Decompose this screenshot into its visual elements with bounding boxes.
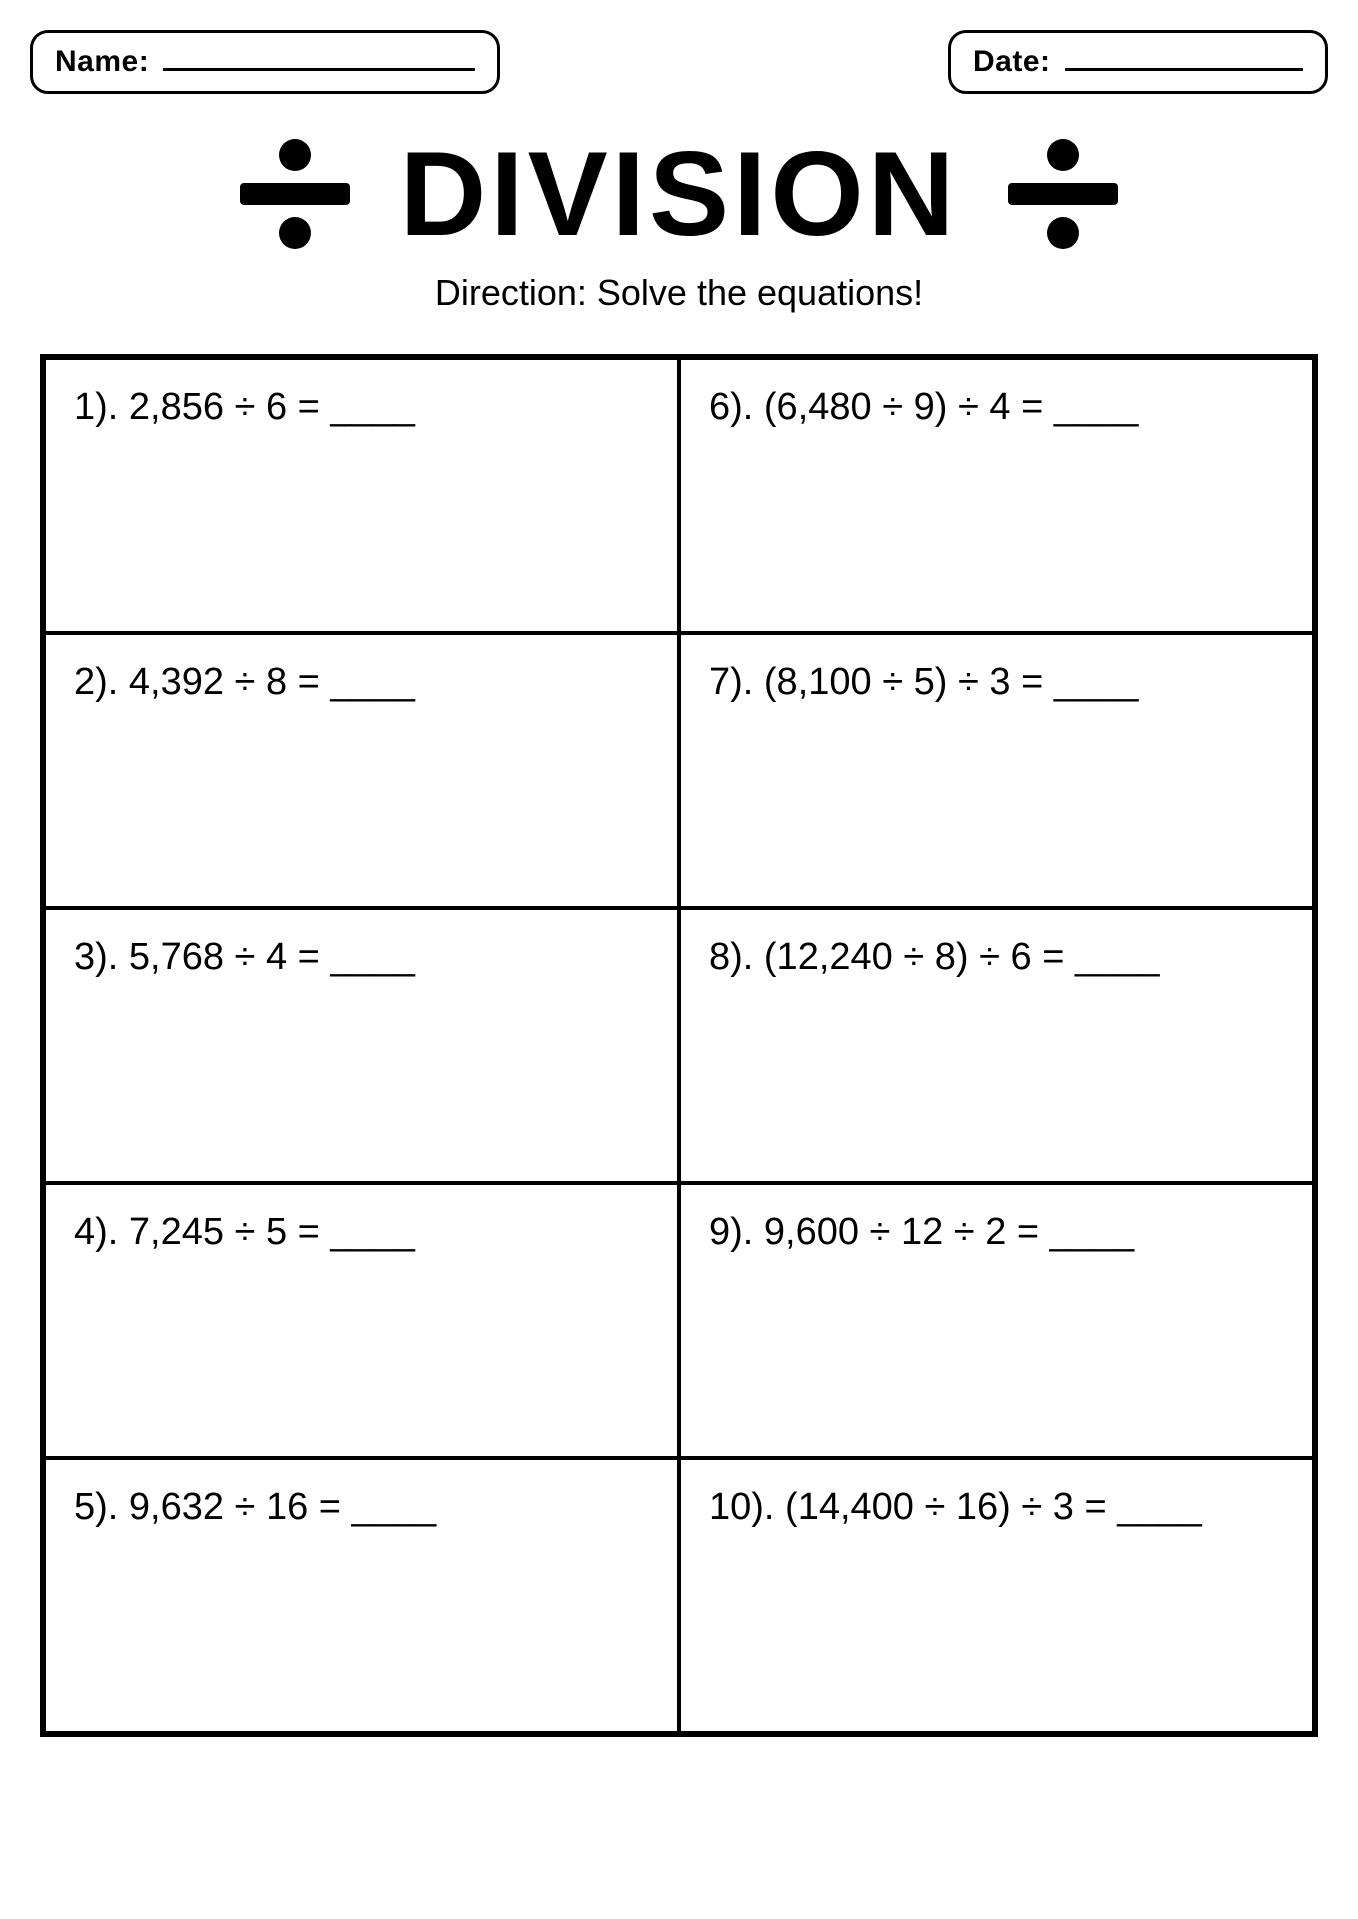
problem-text: 4). 7,245 ÷ 5 = ____ <box>74 1211 415 1253</box>
direction-text: Direction: Solve the equations! <box>30 272 1328 314</box>
header-row: Name: Date: <box>30 30 1328 94</box>
divide-icon <box>1008 139 1118 249</box>
problem-cell: 7). (8,100 ÷ 5) ÷ 3 = ____ <box>679 633 1314 908</box>
problem-text: 7). (8,100 ÷ 5) ÷ 3 = ____ <box>709 661 1138 703</box>
date-input-line[interactable] <box>1065 68 1303 71</box>
problem-text: 2). 4,392 ÷ 8 = ____ <box>74 661 415 703</box>
problem-text: 8). (12,240 ÷ 8) ÷ 6 = ____ <box>709 936 1160 978</box>
problem-cell: 8). (12,240 ÷ 8) ÷ 6 = ____ <box>679 908 1314 1183</box>
problem-text: 3). 5,768 ÷ 4 = ____ <box>74 936 415 978</box>
title-row: DIVISION <box>30 134 1328 254</box>
problem-cell: 6). (6,480 ÷ 9) ÷ 4 = ____ <box>679 358 1314 633</box>
problems-grid: 1). 2,856 ÷ 6 = ____ 6). (6,480 ÷ 9) ÷ 4… <box>40 354 1318 1737</box>
problem-text: 1). 2,856 ÷ 6 = ____ <box>74 386 415 428</box>
problem-cell: 1). 2,856 ÷ 6 = ____ <box>44 358 679 633</box>
problem-cell: 5). 9,632 ÷ 16 = ____ <box>44 1458 679 1733</box>
divide-icon <box>240 139 350 249</box>
problem-text: 9). 9,600 ÷ 12 ÷ 2 = ____ <box>709 1211 1134 1253</box>
problem-cell: 2). 4,392 ÷ 8 = ____ <box>44 633 679 908</box>
name-input-line[interactable] <box>163 68 475 71</box>
problem-cell: 4). 7,245 ÷ 5 = ____ <box>44 1183 679 1458</box>
problem-cell: 10). (14,400 ÷ 16) ÷ 3 = ____ <box>679 1458 1314 1733</box>
name-field-box: Name: <box>30 30 500 94</box>
problem-cell: 9). 9,600 ÷ 12 ÷ 2 = ____ <box>679 1183 1314 1458</box>
problem-text: 10). (14,400 ÷ 16) ÷ 3 = ____ <box>709 1486 1202 1528</box>
page-title: DIVISION <box>400 134 959 254</box>
name-label: Name: <box>55 45 149 79</box>
problem-cell: 3). 5,768 ÷ 4 = ____ <box>44 908 679 1183</box>
problem-text: 5). 9,632 ÷ 16 = ____ <box>74 1486 436 1528</box>
date-label: Date: <box>973 45 1051 79</box>
problem-text: 6). (6,480 ÷ 9) ÷ 4 = ____ <box>709 386 1138 428</box>
date-field-box: Date: <box>948 30 1328 94</box>
